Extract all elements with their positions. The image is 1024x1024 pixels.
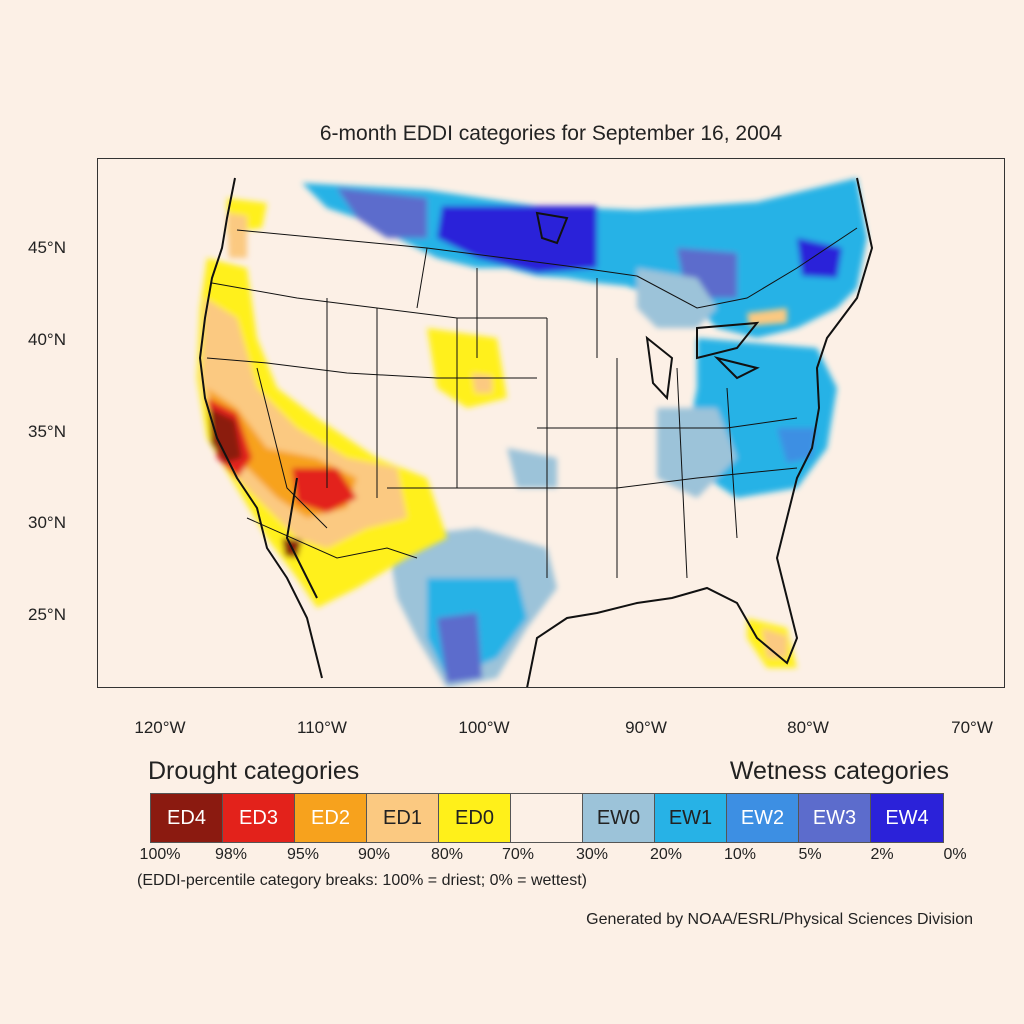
legend-ed1: ED1 — [367, 794, 439, 842]
legend-ew2: EW2 — [727, 794, 799, 842]
legend-ew1: EW1 — [655, 794, 727, 842]
coastlines — [198, 177, 874, 688]
lat-label-25n: 25°N — [28, 605, 66, 624]
lon-label-100w: 100°W — [458, 718, 510, 737]
break-label: 98% — [214, 846, 248, 863]
lon-label-80w: 80°W — [787, 718, 829, 737]
credit-line: Generated by NOAA/ESRL/Physical Sciences… — [586, 911, 973, 928]
legend-ed0: ED0 — [439, 794, 511, 842]
break-label: 10% — [723, 846, 757, 863]
wetness-region-north — [302, 178, 867, 383]
break-label: 5% — [798, 846, 822, 863]
boundary-lines — [206, 227, 858, 579]
legend-color-bar: ED4 ED3 ED2 ED1 ED0 EW0 EW1 EW2 EW3 EW4 — [150, 793, 944, 843]
lon-label-70w: 70°W — [951, 718, 993, 737]
break-label: 70% — [501, 846, 535, 863]
legend-ed4: ED4 — [151, 794, 223, 842]
lat-label-30n: 30°N — [28, 513, 66, 532]
break-label: 100% — [139, 846, 181, 863]
lon-label-110w: 110°W — [297, 718, 347, 737]
lon-label-90w: 90°W — [625, 718, 667, 737]
legend-neutral — [511, 794, 583, 842]
legend-ew4: EW4 — [871, 794, 943, 842]
lat-label-45n: 45°N — [28, 238, 66, 257]
break-label: 30% — [575, 846, 609, 863]
break-label: 80% — [430, 846, 464, 863]
break-label: 0% — [943, 846, 967, 863]
break-label: 95% — [286, 846, 320, 863]
wetness-region-texas — [387, 448, 557, 688]
wetness-categories-title: Wetness categories — [729, 757, 949, 785]
lat-label-40n: 40°N — [28, 330, 66, 349]
lon-label-120w: 120°W — [134, 718, 186, 737]
break-label: 2% — [870, 846, 894, 863]
category-breaks-note: (EDDI-percentile category breaks: 100% =… — [137, 872, 587, 889]
map-title: 6-month EDDI categories for September 16… — [319, 122, 783, 145]
drought-categories-title: Drought categories — [148, 757, 360, 785]
legend-ed2: ED2 — [295, 794, 367, 842]
break-label: 20% — [649, 846, 683, 863]
legend-ew3: EW3 — [799, 794, 871, 842]
break-label: 90% — [357, 846, 391, 863]
legend-ew0: EW0 — [583, 794, 655, 842]
legend-ed3: ED3 — [223, 794, 295, 842]
map-panel — [97, 158, 1005, 688]
wetness-region-east — [657, 338, 837, 498]
lat-label-35n: 35°N — [28, 422, 66, 441]
